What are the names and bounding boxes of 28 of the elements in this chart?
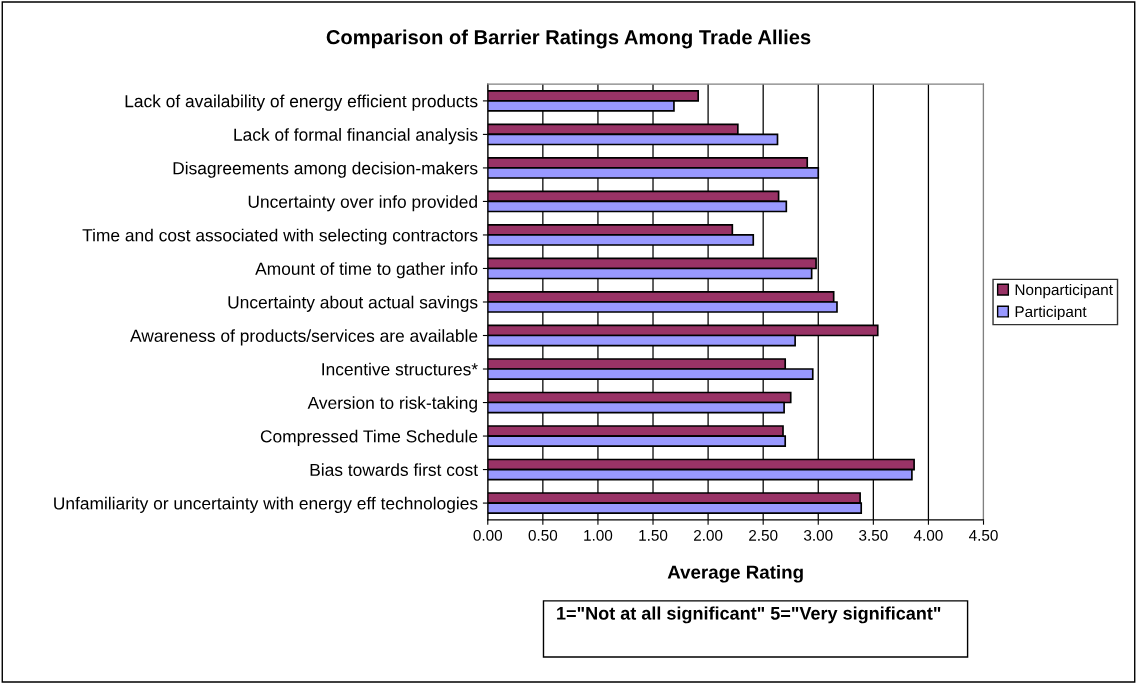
y-tick-label: Incentive structures*: [322, 362, 478, 376]
x-tick-label: 1.50: [639, 529, 668, 541]
x-tick-label: 2.00: [694, 529, 723, 541]
x-tick-label: 0.00: [473, 529, 503, 541]
y-tick-label: Unfamiliarity or uncertainty with energy eff technologies: [54, 496, 478, 513]
x-tick-label: 3.00: [803, 529, 833, 541]
y-tick-label: Disagreements among decision-makers: [173, 161, 478, 178]
x-tick-label: 4.50: [968, 529, 998, 541]
text: 1="Not at all significant" 5="Very significant": [557, 606, 941, 624]
x-tick-label: 4.00: [913, 529, 943, 541]
chart-title: Comparison of Barrier Ratings Among Trade Allies: [326, 29, 811, 49]
legend-label: Participant: [1015, 305, 1087, 321]
y-tick-label: Awareness of products/services are available: [130, 329, 478, 346]
y-tick-label: Bias towards first cost: [310, 463, 478, 477]
y-tick-label: Uncertainty about actual savings: [228, 295, 478, 312]
x-axis-title: Average Rating: [667, 565, 803, 583]
legend-label: Nonparticipant: [1015, 283, 1113, 299]
y-tick-label: Aversion to risk-taking: [307, 396, 477, 413]
x-tick-label: 3.50: [859, 529, 888, 541]
x-tick-label: 2.50: [749, 529, 778, 541]
y-tick-label: Amount of time to gather info: [255, 262, 478, 279]
x-tick-label: 1.00: [584, 529, 613, 541]
x-tick-label: 0.50: [528, 529, 558, 541]
y-tick-label: Lack of formal financial analysis: [234, 128, 478, 145]
y-tick-label: Compressed Time Schedule: [260, 429, 478, 446]
y-tick-label: Uncertainty over info provided: [248, 195, 477, 212]
y-tick-label: Lack of availability of energy efficient products: [125, 94, 478, 111]
y-tick-label: Time and cost associated with selecting contractors: [82, 228, 478, 245]
